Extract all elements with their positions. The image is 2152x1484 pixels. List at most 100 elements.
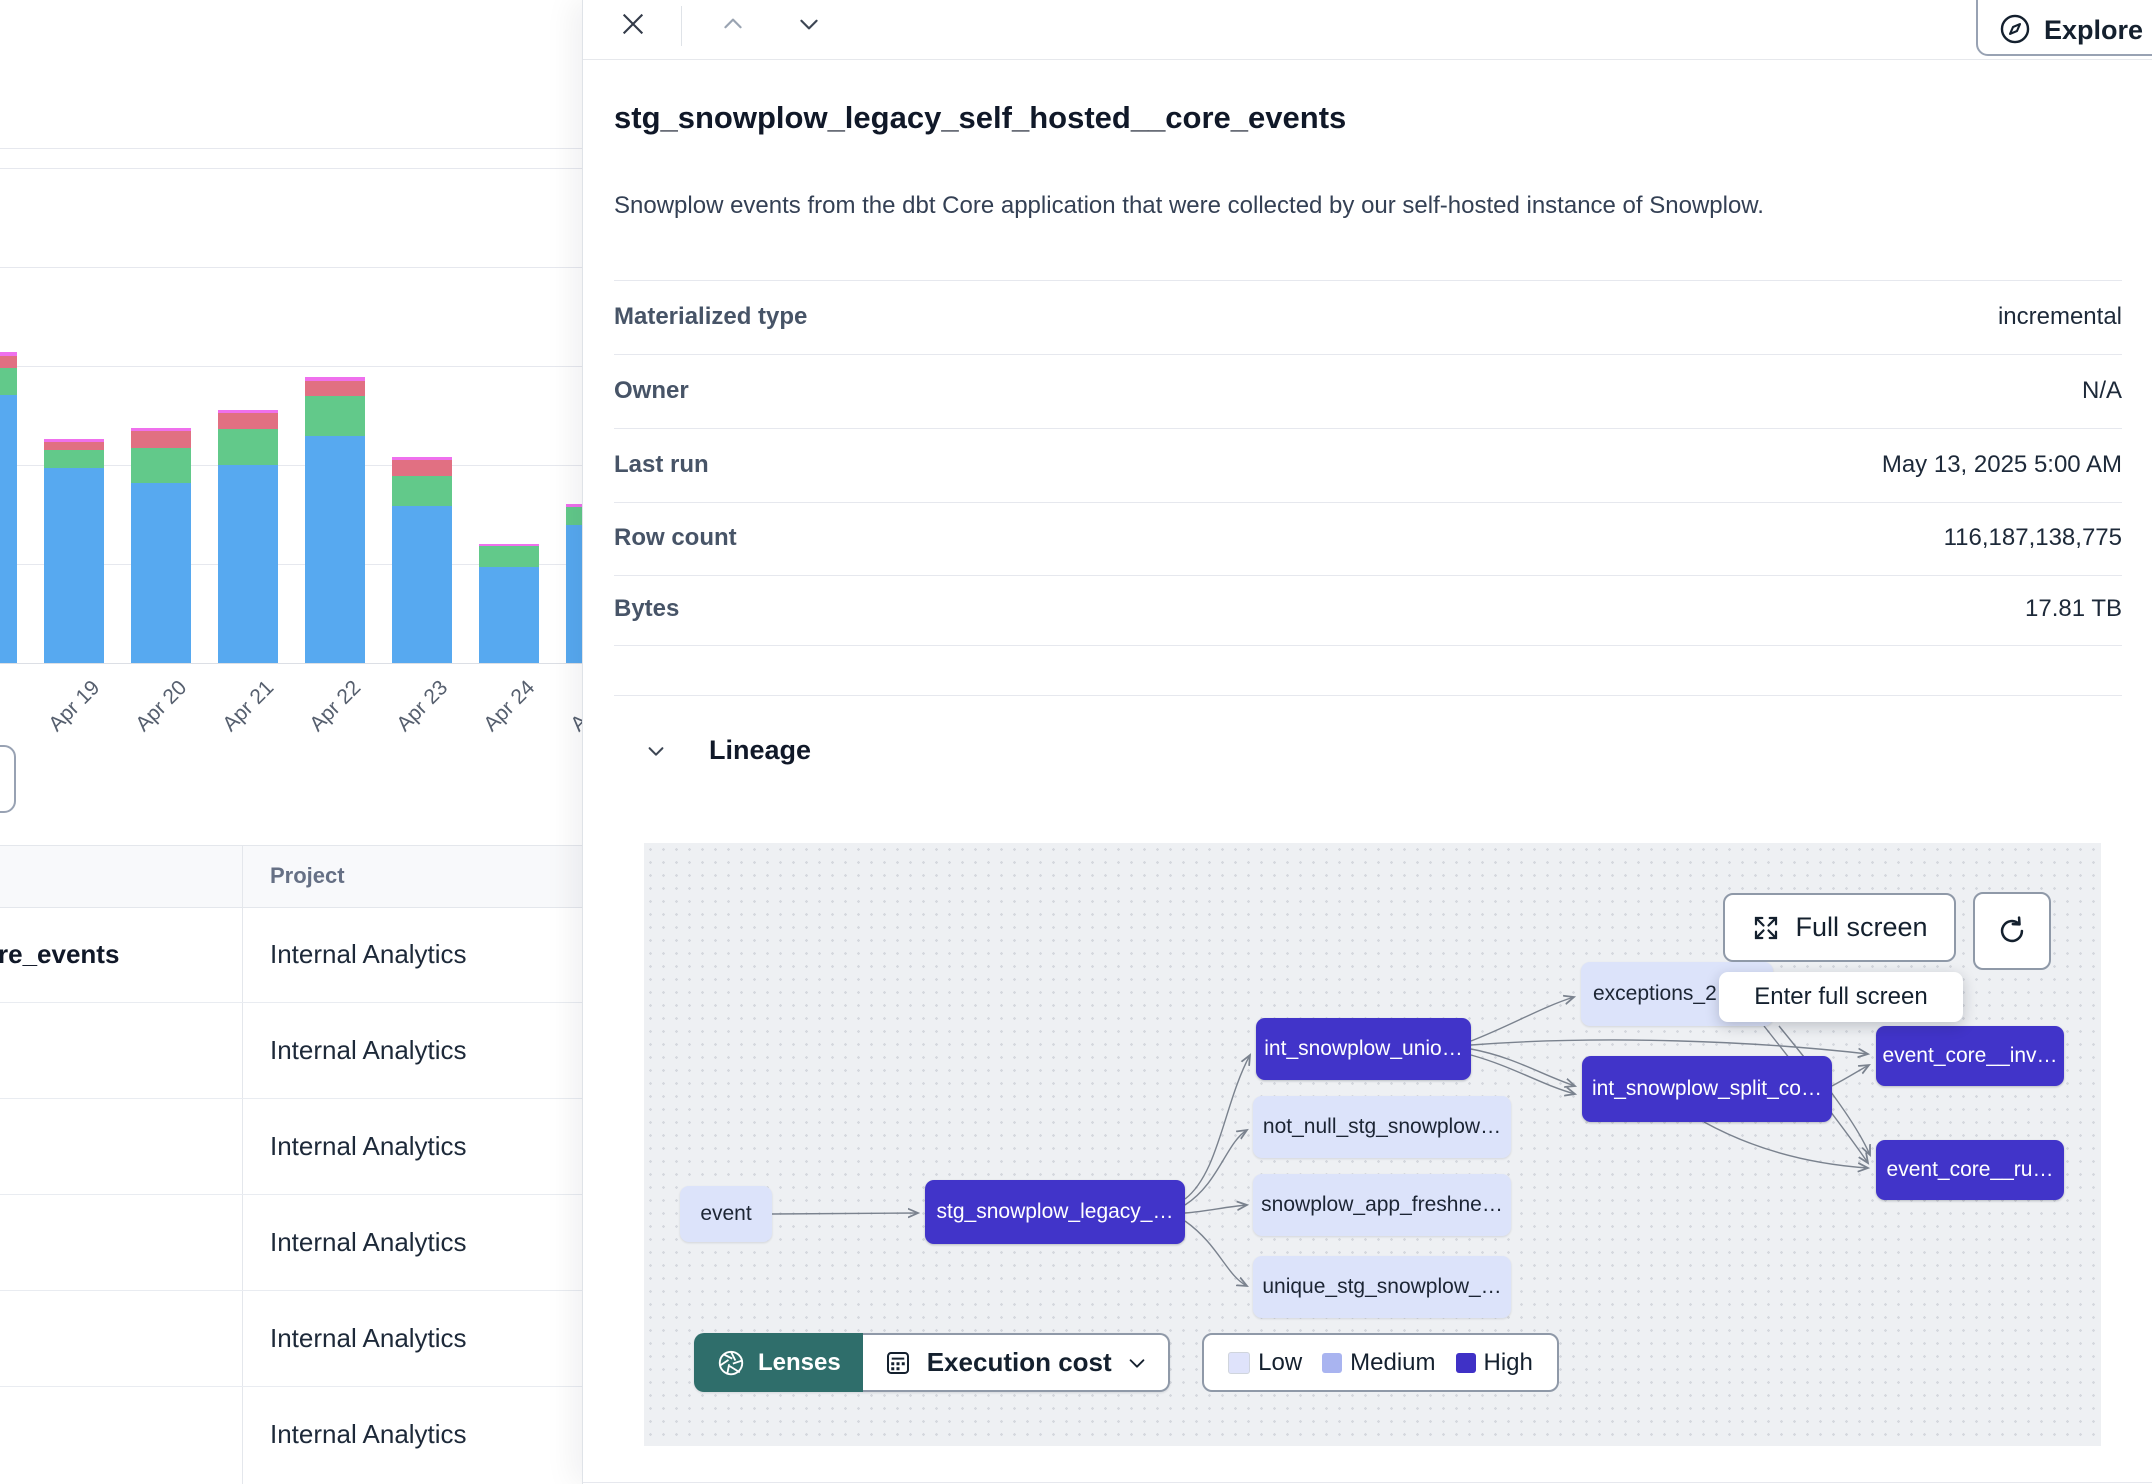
x-axis-label: Apr 20 xyxy=(131,676,192,737)
x-axis-label: Apr 24 xyxy=(479,676,540,737)
meta-row-last-run: Last run May 13, 2025 5:00 AM xyxy=(614,428,2122,502)
series-blue-segment xyxy=(44,468,104,663)
full-screen-tooltip: Enter full screen xyxy=(1719,972,1963,1022)
close-icon xyxy=(622,13,644,35)
chart-gridline xyxy=(0,366,582,367)
meta-row-bytes: Bytes 17.81 TB xyxy=(614,572,2122,646)
model-detail-panel: Explore stg_snowplow_legacy_self_hosted_… xyxy=(582,0,2152,1484)
cost-legend: Low Medium High xyxy=(1202,1333,1559,1392)
compass-icon xyxy=(2000,14,2030,44)
chevron-down-icon xyxy=(648,746,664,756)
lineage-canvas[interactable]: event stg_snowplow_legacy_… exceptions_2… xyxy=(644,843,2101,1446)
meta-value: May 13, 2025 5:00 AM xyxy=(1881,451,2122,478)
expand-icon xyxy=(1755,916,1778,939)
table-header-row xyxy=(0,845,582,908)
series-pink-segment xyxy=(44,439,104,442)
chart-gridline xyxy=(0,168,582,169)
series-blue-segment xyxy=(305,436,365,663)
table-row[interactable]: Internal Analytics xyxy=(0,1386,582,1482)
table-row[interactable]: Internal Analytics xyxy=(0,1098,582,1195)
refresh-button[interactable] xyxy=(1973,892,2051,970)
series-blue-segment xyxy=(218,465,278,663)
calculator-icon xyxy=(886,1351,909,1374)
series-blue-segment xyxy=(131,483,191,663)
series-pink-segment xyxy=(131,428,191,431)
series-pink-segment xyxy=(0,352,17,356)
series-green-segment xyxy=(131,448,191,483)
table-row[interactable]: Internal Analytics xyxy=(0,1194,582,1291)
lineage-section-header[interactable]: Lineage xyxy=(645,735,811,766)
series-blue-segment xyxy=(0,395,17,663)
series-red-segment xyxy=(305,381,365,396)
series-red-segment xyxy=(392,460,452,476)
lineage-node-not-null-test[interactable]: not_null_stg_snowplow… xyxy=(1253,1096,1511,1158)
lineage-node-unique-test[interactable]: unique_stg_snowplow_… xyxy=(1253,1256,1511,1318)
stacked-bar xyxy=(305,377,365,663)
meta-row-row-count: Row count 116,187,138,775 xyxy=(614,501,2122,575)
page-title: stg_snowplow_legacy_self_hosted__core_ev… xyxy=(614,100,1347,135)
meta-label: Bytes xyxy=(614,595,680,622)
meta-value: 17.81 TB xyxy=(2025,595,2122,622)
next-button[interactable] xyxy=(781,0,837,48)
background-left-pane: Apr 19 Apr 20 Apr 21 Apr 22 Apr 23 Apr 24 Apr … xyxy=(0,0,582,1484)
meta-value: 116,187,138,775 xyxy=(1943,524,2122,551)
legend-label: Medium xyxy=(1350,1348,1436,1376)
lineage-node-int-snowplow-split[interactable]: int_snowplow_split_co… xyxy=(1582,1056,1832,1122)
chart-divider xyxy=(0,148,582,149)
stacked-bar xyxy=(479,544,539,663)
x-axis-label: Apr 22 xyxy=(305,676,366,737)
table-row[interactable]: re_events Internal Analytics xyxy=(0,906,582,1003)
model-description: Snowplow events from the dbt Core applic… xyxy=(614,192,1764,219)
lenses-button[interactable]: Lenses xyxy=(694,1333,863,1392)
legend-swatch-low xyxy=(1228,1351,1251,1374)
models-table: Project re_events Internal Analytics Int… xyxy=(0,845,582,1484)
meta-label: Owner xyxy=(614,377,689,404)
project-cell: Internal Analytics xyxy=(270,1226,467,1257)
meta-value: incremental xyxy=(1997,303,2122,330)
stacked-bar-chart: Apr 19 Apr 20 Apr 21 Apr 22 Apr 23 Apr 24 Apr … xyxy=(0,0,582,740)
series-pink-segment xyxy=(566,504,582,507)
legend-label: High xyxy=(1483,1348,1533,1376)
table-row[interactable]: Internal Analytics xyxy=(0,1002,582,1099)
lens-selector[interactable]: Execution cost xyxy=(862,1333,1170,1392)
lineage-edges xyxy=(771,843,2101,1446)
explore-button[interactable]: Explore xyxy=(1975,0,2152,56)
legend-swatch-medium xyxy=(1322,1352,1343,1373)
series-green-segment xyxy=(392,476,452,506)
chevron-down-icon xyxy=(1129,1358,1144,1368)
chart-gridline xyxy=(0,564,582,565)
column-header-project: Project xyxy=(270,862,345,888)
stacked-bar xyxy=(218,410,278,663)
series-pink-segment xyxy=(392,457,452,460)
series-blue-segment xyxy=(566,525,582,663)
legend-label: Low xyxy=(1258,1348,1303,1376)
series-green-segment xyxy=(0,368,17,395)
legend-item-medium: Medium xyxy=(1322,1348,1436,1377)
chart-gridline xyxy=(0,465,582,466)
cut-off-control-chip[interactable] xyxy=(0,745,16,813)
x-axis-label: Apr 25 xyxy=(566,676,582,737)
legend-item-high: High xyxy=(1455,1348,1533,1377)
lineage-node-freshness[interactable]: snowplow_app_freshne… xyxy=(1253,1174,1511,1236)
series-red-segment xyxy=(131,431,191,448)
lineage-node-event[interactable]: event xyxy=(680,1186,772,1242)
lineage-node-int-snowplow-union[interactable]: int_snowplow_unio… xyxy=(1256,1018,1471,1080)
full-screen-label: Full screen xyxy=(1795,912,1928,942)
chart-gridline xyxy=(0,267,582,268)
project-cell: Internal Analytics xyxy=(270,1130,467,1161)
series-pink-segment xyxy=(479,544,539,546)
series-green-segment xyxy=(305,396,365,436)
close-button[interactable] xyxy=(605,0,661,48)
lenses-label: Lenses xyxy=(758,1348,841,1376)
lineage-node-event-core-ru[interactable]: event_core__ru… xyxy=(1876,1140,2064,1200)
series-pink-segment xyxy=(305,377,365,381)
meta-label: Row count xyxy=(614,524,737,551)
series-green-segment xyxy=(218,429,278,465)
full-screen-button[interactable]: Full screen xyxy=(1723,893,1956,962)
chart-bars xyxy=(0,168,582,663)
table-row[interactable]: Internal Analytics xyxy=(0,1290,582,1387)
lineage-node-stg-snowplow-legacy[interactable]: stg_snowplow_legacy_… xyxy=(925,1180,1185,1244)
lineage-node-event-core-inv[interactable]: event_core__inv… xyxy=(1876,1026,2064,1086)
previous-button[interactable] xyxy=(705,0,761,48)
meta-label: Last run xyxy=(614,451,709,478)
